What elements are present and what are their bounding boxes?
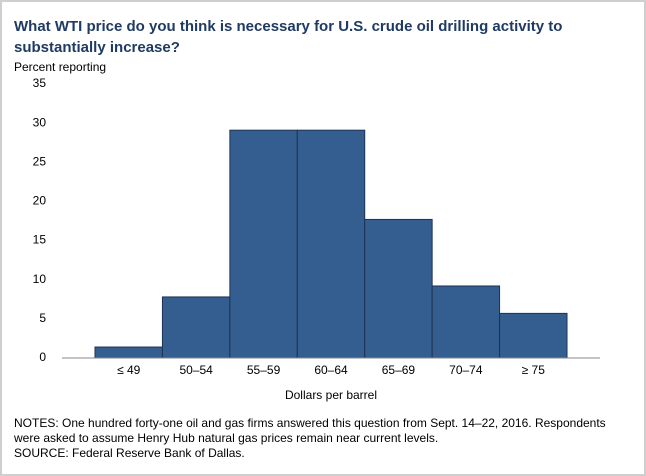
x-tick-label: 65–69 bbox=[382, 363, 416, 377]
y-tick-label: 15 bbox=[33, 233, 47, 247]
bar bbox=[161, 296, 231, 359]
x-tick-label: ≥ 75 bbox=[522, 363, 546, 377]
source: SOURCE: Federal Reserve Bank of Dallas. bbox=[14, 446, 245, 460]
y-tick-label: 5 bbox=[39, 311, 46, 325]
y-tick-label: 20 bbox=[33, 194, 47, 208]
bar bbox=[94, 346, 163, 359]
x-tick-label: ≤ 49 bbox=[117, 363, 141, 377]
y-tick-label: 25 bbox=[33, 154, 47, 168]
x-tick-label: 70–74 bbox=[449, 363, 483, 377]
y-tick-label: 30 bbox=[33, 115, 47, 129]
x-axis-label: Dollars per barrel bbox=[285, 388, 377, 402]
bar bbox=[229, 129, 298, 359]
notes: NOTES: One hundred forty-one oil and gas… bbox=[14, 416, 606, 445]
bar bbox=[296, 129, 366, 359]
y-tick-label: 35 bbox=[33, 76, 47, 90]
x-tick-label: 55–59 bbox=[247, 363, 281, 377]
y-tick-label: 0 bbox=[39, 350, 46, 364]
bar bbox=[499, 312, 568, 359]
chart-title: What WTI price do you think is necessary… bbox=[14, 18, 563, 56]
x-tick-label: 60–64 bbox=[314, 363, 348, 377]
bar bbox=[364, 218, 433, 359]
x-tick-label: 50–54 bbox=[179, 363, 213, 377]
notes-block: NOTES: One hundred forty-one oil and gas… bbox=[14, 416, 634, 461]
y-axis-label: Percent reporting bbox=[14, 60, 107, 74]
bar bbox=[431, 285, 501, 359]
y-tick-label: 10 bbox=[33, 272, 47, 286]
